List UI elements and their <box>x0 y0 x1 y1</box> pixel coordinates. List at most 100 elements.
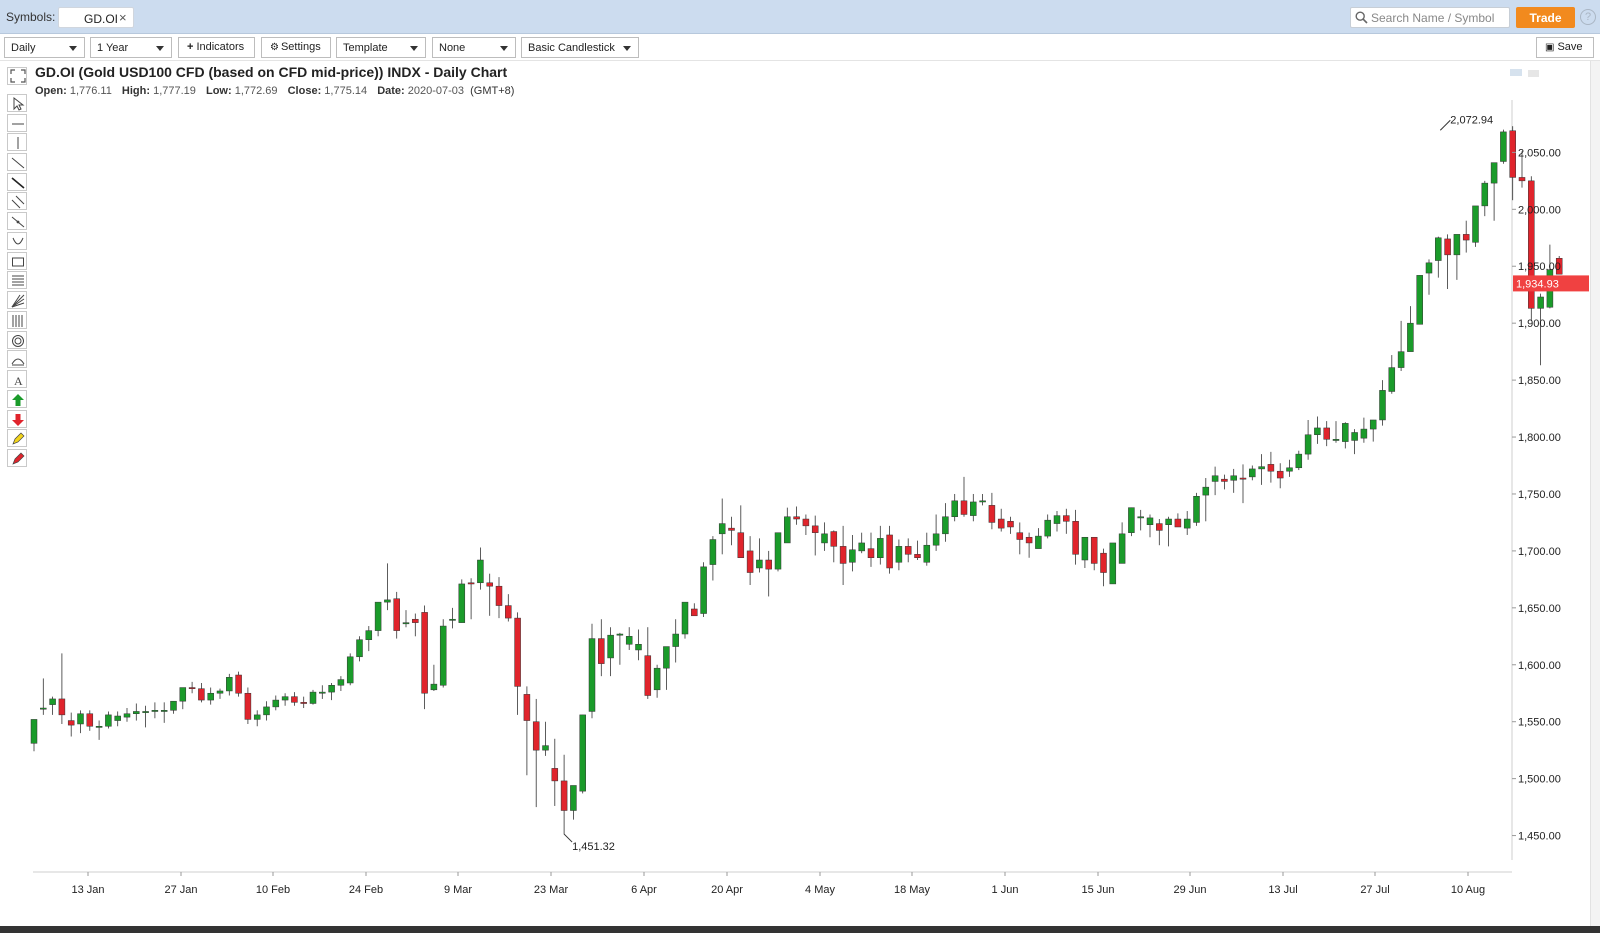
parallel-channel-tool[interactable] <box>7 192 27 210</box>
save-button[interactable]: ▣ Save <box>1536 37 1594 58</box>
arc-tool[interactable] <box>7 232 27 250</box>
fibonacci-retracement-tool[interactable] <box>7 271 27 289</box>
candle <box>160 702 168 723</box>
candle <box>235 671 242 697</box>
candle <box>346 653 354 686</box>
candle-body <box>542 745 549 751</box>
candle-body <box>774 532 782 570</box>
candle-body <box>1035 535 1042 549</box>
arrow-up-tool[interactable] <box>7 390 27 408</box>
fullscreen-icon[interactable] <box>7 67 27 85</box>
symbol-search[interactable] <box>1350 7 1510 28</box>
candle-body <box>1518 177 1526 182</box>
candle <box>86 710 94 731</box>
y-tick-label: 1,850.00 <box>1518 375 1561 387</box>
candle-body <box>467 582 475 585</box>
candle <box>784 507 791 544</box>
symbol-chip-label: GD.OI <box>84 12 119 26</box>
candle <box>133 703 140 721</box>
chevron-down-icon <box>500 46 508 51</box>
candle <box>1407 306 1414 352</box>
candle <box>1351 429 1358 455</box>
candle-body <box>932 533 940 546</box>
candle <box>1044 514 1051 539</box>
vertical-line-tool[interactable] <box>7 133 27 151</box>
template-select[interactable]: Template <box>336 37 426 58</box>
candle <box>821 522 828 551</box>
candle-body <box>253 714 261 720</box>
save-button-label: Save <box>1557 41 1583 53</box>
indicators-button[interactable]: + Indicators <box>178 37 255 58</box>
candle-body <box>942 516 949 535</box>
candle-body <box>793 516 800 520</box>
candle-body <box>700 566 707 614</box>
candle <box>746 536 754 586</box>
candle <box>1416 275 1423 325</box>
candle-body <box>300 702 307 704</box>
candle-body <box>235 674 242 694</box>
remove-symbol-icon[interactable]: × <box>119 10 127 25</box>
candle-body <box>1481 182 1489 207</box>
candle-body <box>1369 419 1377 430</box>
high-value: 1,777.19 <box>153 85 196 97</box>
gear-icon: ⚙ <box>270 42 279 53</box>
arrow-down-icon <box>12 414 24 426</box>
trade-button[interactable]: Trade <box>1516 7 1575 28</box>
y-tick-label: 1,650.00 <box>1518 603 1561 615</box>
circle-tool[interactable] <box>7 331 27 349</box>
range-select[interactable]: 1 Year <box>90 37 172 58</box>
print-icon[interactable] <box>1528 70 1539 77</box>
candle-body <box>67 720 75 726</box>
candle-body <box>1397 351 1405 368</box>
select-tool[interactable] <box>7 94 27 112</box>
candle-body <box>644 655 652 696</box>
candle-body <box>1146 517 1154 525</box>
eraser-tool[interactable] <box>7 449 27 467</box>
compare-select[interactable]: None <box>432 37 516 58</box>
search-input[interactable] <box>1371 10 1507 26</box>
arrow-down-tool[interactable] <box>7 410 27 428</box>
candle <box>1230 468 1237 493</box>
rectangle-tool[interactable] <box>7 252 27 270</box>
candle-body <box>1193 495 1200 523</box>
image-export-icon[interactable] <box>1510 69 1522 76</box>
ray-tool[interactable] <box>7 173 27 191</box>
candle-body <box>1276 470 1284 479</box>
candle-body <box>272 699 280 708</box>
candle <box>653 664 661 698</box>
ray-icon <box>11 177 25 189</box>
symbol-chip[interactable]: GD.OI × <box>58 7 134 28</box>
candle <box>728 516 735 546</box>
candle <box>319 685 326 699</box>
right-scroll-strip[interactable] <box>1590 61 1600 926</box>
candle <box>198 682 205 703</box>
candle-body <box>1537 296 1544 309</box>
candle <box>1081 536 1089 568</box>
text-tool[interactable]: A <box>7 370 27 388</box>
trend-line-tool[interactable] <box>7 153 27 171</box>
arc-icon <box>12 237 24 245</box>
fan-tool[interactable] <box>7 291 27 309</box>
candle <box>412 613 419 637</box>
horizontal-line-tool[interactable] <box>7 114 27 132</box>
chart-type-select[interactable]: Basic Candlestick <box>521 37 639 58</box>
interval-select[interactable]: Daily <box>4 37 85 58</box>
candle-body <box>970 501 977 516</box>
candle <box>979 493 986 506</box>
extended-line-tool[interactable] <box>7 212 27 230</box>
candle-body <box>1007 521 1014 528</box>
settings-button[interactable]: ⚙ Settings <box>261 37 331 58</box>
time-zones-tool[interactable] <box>7 311 27 329</box>
help-icon[interactable]: ? <box>1580 9 1596 25</box>
candle <box>1332 421 1340 443</box>
candle <box>849 534 856 572</box>
pitchfork-tool[interactable] <box>7 350 27 368</box>
pencil-tool[interactable] <box>7 429 27 447</box>
candle-body <box>188 687 196 689</box>
chevron-down-icon <box>623 46 631 51</box>
candle <box>40 678 47 715</box>
low-label: Low: <box>205 85 232 97</box>
candle <box>793 506 800 525</box>
candle <box>402 610 410 628</box>
